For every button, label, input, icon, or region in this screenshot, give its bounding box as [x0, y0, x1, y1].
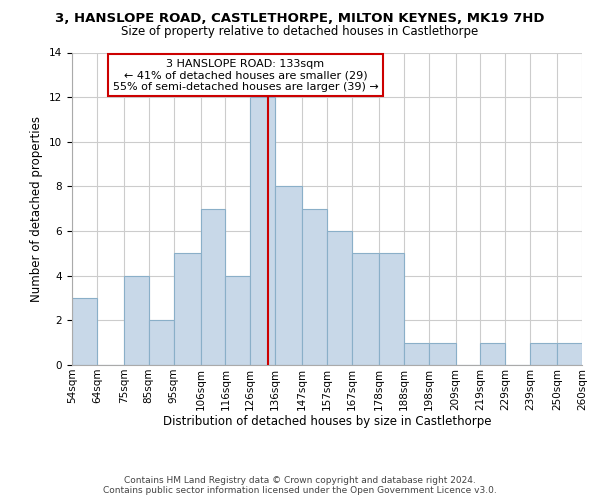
- Bar: [379, 254, 404, 365]
- Bar: [72, 298, 97, 365]
- X-axis label: Distribution of detached houses by size in Castlethorpe: Distribution of detached houses by size …: [163, 416, 491, 428]
- Bar: [302, 209, 327, 365]
- Bar: [404, 342, 428, 365]
- Bar: [173, 254, 201, 365]
- Bar: [327, 231, 352, 365]
- Bar: [428, 342, 456, 365]
- Bar: [275, 186, 302, 365]
- Bar: [149, 320, 173, 365]
- Bar: [481, 342, 505, 365]
- Bar: [530, 342, 557, 365]
- Text: 3, HANSLOPE ROAD, CASTLETHORPE, MILTON KEYNES, MK19 7HD: 3, HANSLOPE ROAD, CASTLETHORPE, MILTON K…: [55, 12, 545, 26]
- Bar: [201, 209, 226, 365]
- Bar: [250, 97, 275, 365]
- Text: Size of property relative to detached houses in Castlethorpe: Size of property relative to detached ho…: [121, 25, 479, 38]
- Bar: [124, 276, 149, 365]
- Bar: [557, 342, 582, 365]
- Text: Contains HM Land Registry data © Crown copyright and database right 2024.
Contai: Contains HM Land Registry data © Crown c…: [103, 476, 497, 495]
- Text: 3 HANSLOPE ROAD: 133sqm
← 41% of detached houses are smaller (29)
55% of semi-de: 3 HANSLOPE ROAD: 133sqm ← 41% of detache…: [113, 58, 378, 92]
- Bar: [352, 254, 379, 365]
- Y-axis label: Number of detached properties: Number of detached properties: [31, 116, 43, 302]
- Bar: [226, 276, 250, 365]
